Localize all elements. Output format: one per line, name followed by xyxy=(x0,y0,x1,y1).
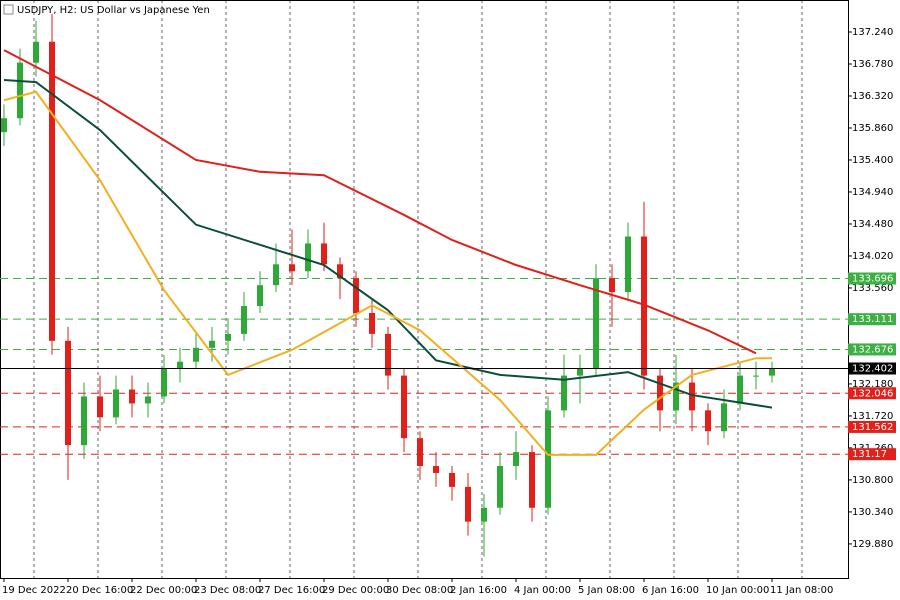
candle-body xyxy=(337,264,343,279)
candle-body xyxy=(321,243,327,265)
price-label-box xyxy=(848,362,896,375)
candle-body xyxy=(705,410,711,432)
candle-body xyxy=(401,375,407,439)
x-tick-label: 29 Dec 00:00 xyxy=(322,585,389,596)
candle-body xyxy=(417,438,423,467)
x-tick-label: 4 Jan 00:00 xyxy=(514,585,571,596)
candle-body xyxy=(353,278,359,313)
y-tick-label: 132.180 xyxy=(852,379,893,390)
y-tick-label: 134.020 xyxy=(852,251,893,262)
y-tick-label: 137.240 xyxy=(852,27,893,38)
candle-body xyxy=(465,486,471,522)
level-label-box xyxy=(848,420,896,433)
candle-body xyxy=(721,403,727,432)
x-tick-label: 19 Dec 2022 xyxy=(2,585,66,596)
level-label-box xyxy=(848,272,896,285)
y-tick-label: 131.720 xyxy=(852,411,893,422)
y-tick-label: 130.800 xyxy=(852,475,893,486)
y-tick-label: 134.480 xyxy=(852,219,893,230)
level-label: 131.562 xyxy=(852,422,893,433)
y-tick-label: 135.860 xyxy=(852,123,893,134)
moving-average xyxy=(3,49,757,355)
y-tick-label: 129.880 xyxy=(852,539,893,550)
x-tick-label: 27 Dec 16:00 xyxy=(258,585,325,596)
x-tick-label: 11 Jan 08:00 xyxy=(770,585,833,596)
x-tick-label: 2 Jan 16:00 xyxy=(450,585,507,596)
candle-body xyxy=(449,472,455,487)
candle-body xyxy=(561,375,567,411)
level-label-box xyxy=(848,387,896,400)
candle-body xyxy=(129,389,135,404)
moving-average xyxy=(3,78,773,409)
y-tick-label: 134.940 xyxy=(852,187,893,198)
candle-body xyxy=(625,236,631,293)
symbol-icon xyxy=(3,4,14,15)
candle-body xyxy=(241,306,247,334)
candle-body xyxy=(193,347,199,362)
level-label: 132.046 xyxy=(852,388,893,399)
candle-body xyxy=(97,396,103,418)
y-tick-label: 130.340 xyxy=(852,507,893,518)
chart-subtitle: US Dollar vs Japanese Yen xyxy=(80,5,210,16)
y-tick-label: 136.780 xyxy=(852,59,893,70)
chart-title: USDJPY, H2: xyxy=(17,5,77,16)
candle-body xyxy=(113,389,119,418)
y-tick-label: 136.320 xyxy=(852,91,893,102)
price-label: 132.402 xyxy=(852,364,893,375)
x-tick-label: 30 Dec 08:00 xyxy=(386,585,453,596)
candle-body xyxy=(657,375,663,411)
candle-body xyxy=(289,264,295,272)
level-label: 133.696 xyxy=(852,273,893,284)
candle-body xyxy=(513,452,519,467)
level-label-box xyxy=(848,343,896,356)
candle-body xyxy=(433,466,439,473)
candle-body xyxy=(145,396,151,404)
candle-body xyxy=(209,340,215,348)
candle-body xyxy=(257,285,263,307)
candle-body xyxy=(81,396,87,446)
x-tick-label: 6 Jan 16:00 xyxy=(642,585,699,596)
candle-body xyxy=(689,382,695,411)
y-tick-label: 133.560 xyxy=(852,283,893,294)
level-label: 131.17 xyxy=(852,449,887,460)
candle-body xyxy=(1,118,7,133)
candle-body xyxy=(609,278,615,293)
moving-average xyxy=(3,90,772,456)
candle-body xyxy=(497,466,503,508)
x-tick-label: 23 Dec 08:00 xyxy=(194,585,261,596)
level-label-box xyxy=(848,448,896,461)
candle-body xyxy=(481,507,487,522)
x-tick-label: 5 Jan 08:00 xyxy=(578,585,635,596)
candle-body xyxy=(33,41,39,63)
x-tick-label: 20 Dec 16:00 xyxy=(66,585,133,596)
candle-body xyxy=(49,41,55,341)
candle-body xyxy=(369,312,375,334)
candle-body xyxy=(385,333,391,376)
level-label: 132.676 xyxy=(852,344,893,355)
candle-body xyxy=(65,340,71,446)
candle-body xyxy=(577,368,583,376)
level-label-box xyxy=(848,313,896,326)
x-tick-label: 10 Jan 00:00 xyxy=(706,585,769,596)
candle-body xyxy=(177,361,183,369)
candle-body xyxy=(769,368,775,376)
y-tick-label: 135.400 xyxy=(852,155,893,166)
candle-body xyxy=(593,278,599,369)
level-label: 133.111 xyxy=(852,314,893,325)
candle-body xyxy=(225,333,231,341)
candle-body xyxy=(161,368,167,397)
candle-body xyxy=(305,243,311,272)
candle-body xyxy=(273,264,279,286)
candle-body xyxy=(673,382,679,411)
candle-body xyxy=(641,236,647,376)
x-tick-label: 22 Dec 00:00 xyxy=(130,585,197,596)
candle-body xyxy=(753,375,759,377)
candle-body xyxy=(17,62,23,119)
candle-body xyxy=(737,375,743,404)
candle-body xyxy=(529,452,535,508)
plot-frame xyxy=(0,0,849,579)
candle-body xyxy=(545,410,551,508)
